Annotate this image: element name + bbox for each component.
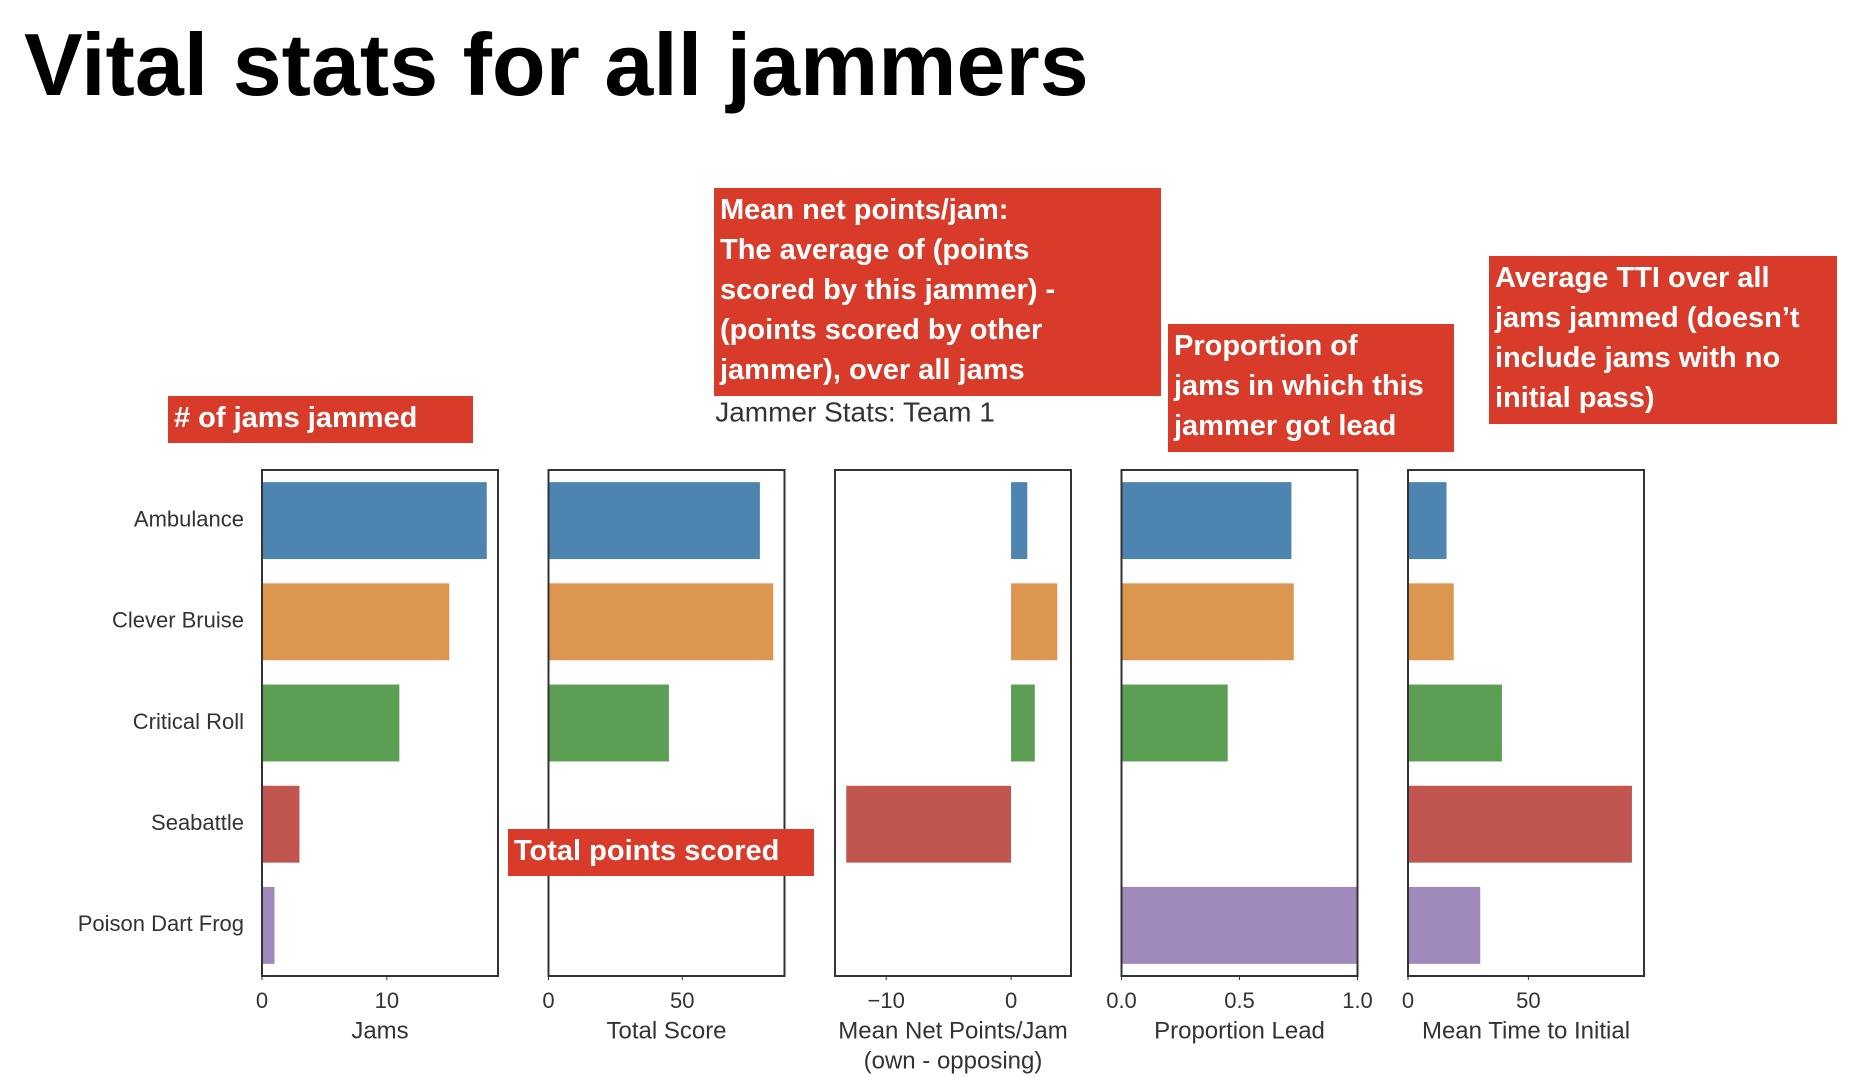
annotation-line: jams in which this [1174, 370, 1424, 402]
bar [548, 482, 760, 560]
bar [1408, 583, 1454, 661]
bar [1011, 684, 1035, 762]
x-axis-label: Mean Time to Initial [1422, 1017, 1630, 1044]
y-tick-label: Seabattle [151, 810, 244, 835]
annotation-line: initial pass) [1495, 382, 1655, 414]
y-tick-label: Poison Dart Frog [78, 911, 244, 936]
annotation-line: jammer got lead [1174, 410, 1397, 442]
bar [262, 482, 487, 560]
plot-frame [547, 469, 786, 977]
annotation-line: Average TTI over all [1495, 262, 1770, 294]
x-tick-label: −10 [868, 988, 905, 1013]
x-axis-label: Mean Net Points/Jam [838, 1017, 1067, 1044]
bar [262, 684, 400, 762]
annotation-line: include jams with no [1495, 342, 1781, 374]
bar [1011, 482, 1028, 560]
annotation-line: jammer), over all jams [720, 354, 1025, 386]
x-tick-label: 50 [670, 988, 694, 1013]
bar [1121, 684, 1228, 762]
y-tick-label: Clever Bruise [112, 608, 244, 633]
bar [1121, 583, 1294, 661]
annotation-line: Mean net points/jam: [720, 194, 1009, 226]
x-tick-label: 0.5 [1224, 988, 1255, 1013]
y-tick-label: Critical Roll [133, 709, 244, 734]
x-tick-label: 0 [256, 988, 268, 1013]
plot-frame [834, 469, 1072, 977]
bar [1121, 886, 1358, 964]
bar [262, 583, 450, 661]
x-tick-label: 0 [1005, 988, 1017, 1013]
bar [1408, 785, 1632, 863]
bar [846, 785, 1012, 863]
x-axis-label: Proportion Lead [1154, 1017, 1325, 1044]
x-axis-label: (own - opposing) [864, 1047, 1043, 1074]
slide-title: Vital stats for all jammers [24, 15, 1089, 114]
annotation: Mean net points/jam: The average of (poin… [714, 188, 1161, 396]
annotation: # of jams jammed [168, 396, 473, 443]
y-tick-label: Ambulance [134, 506, 244, 531]
suptitle: Jammer Stats: Team 1 [715, 396, 995, 427]
bar [262, 785, 300, 863]
x-tick-label: 0.0 [1106, 988, 1137, 1013]
plot-frame [261, 469, 499, 977]
annotation-line: scored by this jammer) - [720, 274, 1056, 306]
plot-frame [1120, 469, 1359, 977]
x-tick-label: 0 [1402, 988, 1414, 1013]
annotation: Proportion of jams in which this jammer go… [1168, 324, 1454, 452]
annotation-line: Proportion of [1174, 330, 1358, 362]
x-tick-label: 50 [1516, 988, 1540, 1013]
x-axis-label: Total Score [606, 1017, 726, 1044]
bar [548, 583, 774, 661]
bar [1408, 684, 1502, 762]
x-tick-label: 0 [542, 988, 554, 1013]
bar [1408, 886, 1481, 964]
annotation: Total points scored [508, 829, 814, 876]
annotation-line: The average of (points [720, 234, 1030, 266]
annotation-line: # of jams jammed [174, 402, 418, 434]
x-axis-label: Jams [351, 1017, 408, 1044]
x-tick-label: 10 [375, 988, 399, 1013]
annotation-line: Total points scored [514, 835, 780, 867]
bar [1121, 482, 1292, 560]
annotation: Average TTI over all jams jammed (doesn’t… [1489, 256, 1837, 424]
x-tick-label: 1.0 [1342, 988, 1373, 1013]
annotation-line: jams jammed (doesn’t [1495, 302, 1800, 334]
bar [1011, 583, 1058, 661]
bar [1408, 482, 1447, 560]
bar [548, 684, 669, 762]
bar [262, 886, 275, 964]
plot-frame [1407, 469, 1645, 977]
annotation-line: (points scored by other [720, 314, 1043, 346]
